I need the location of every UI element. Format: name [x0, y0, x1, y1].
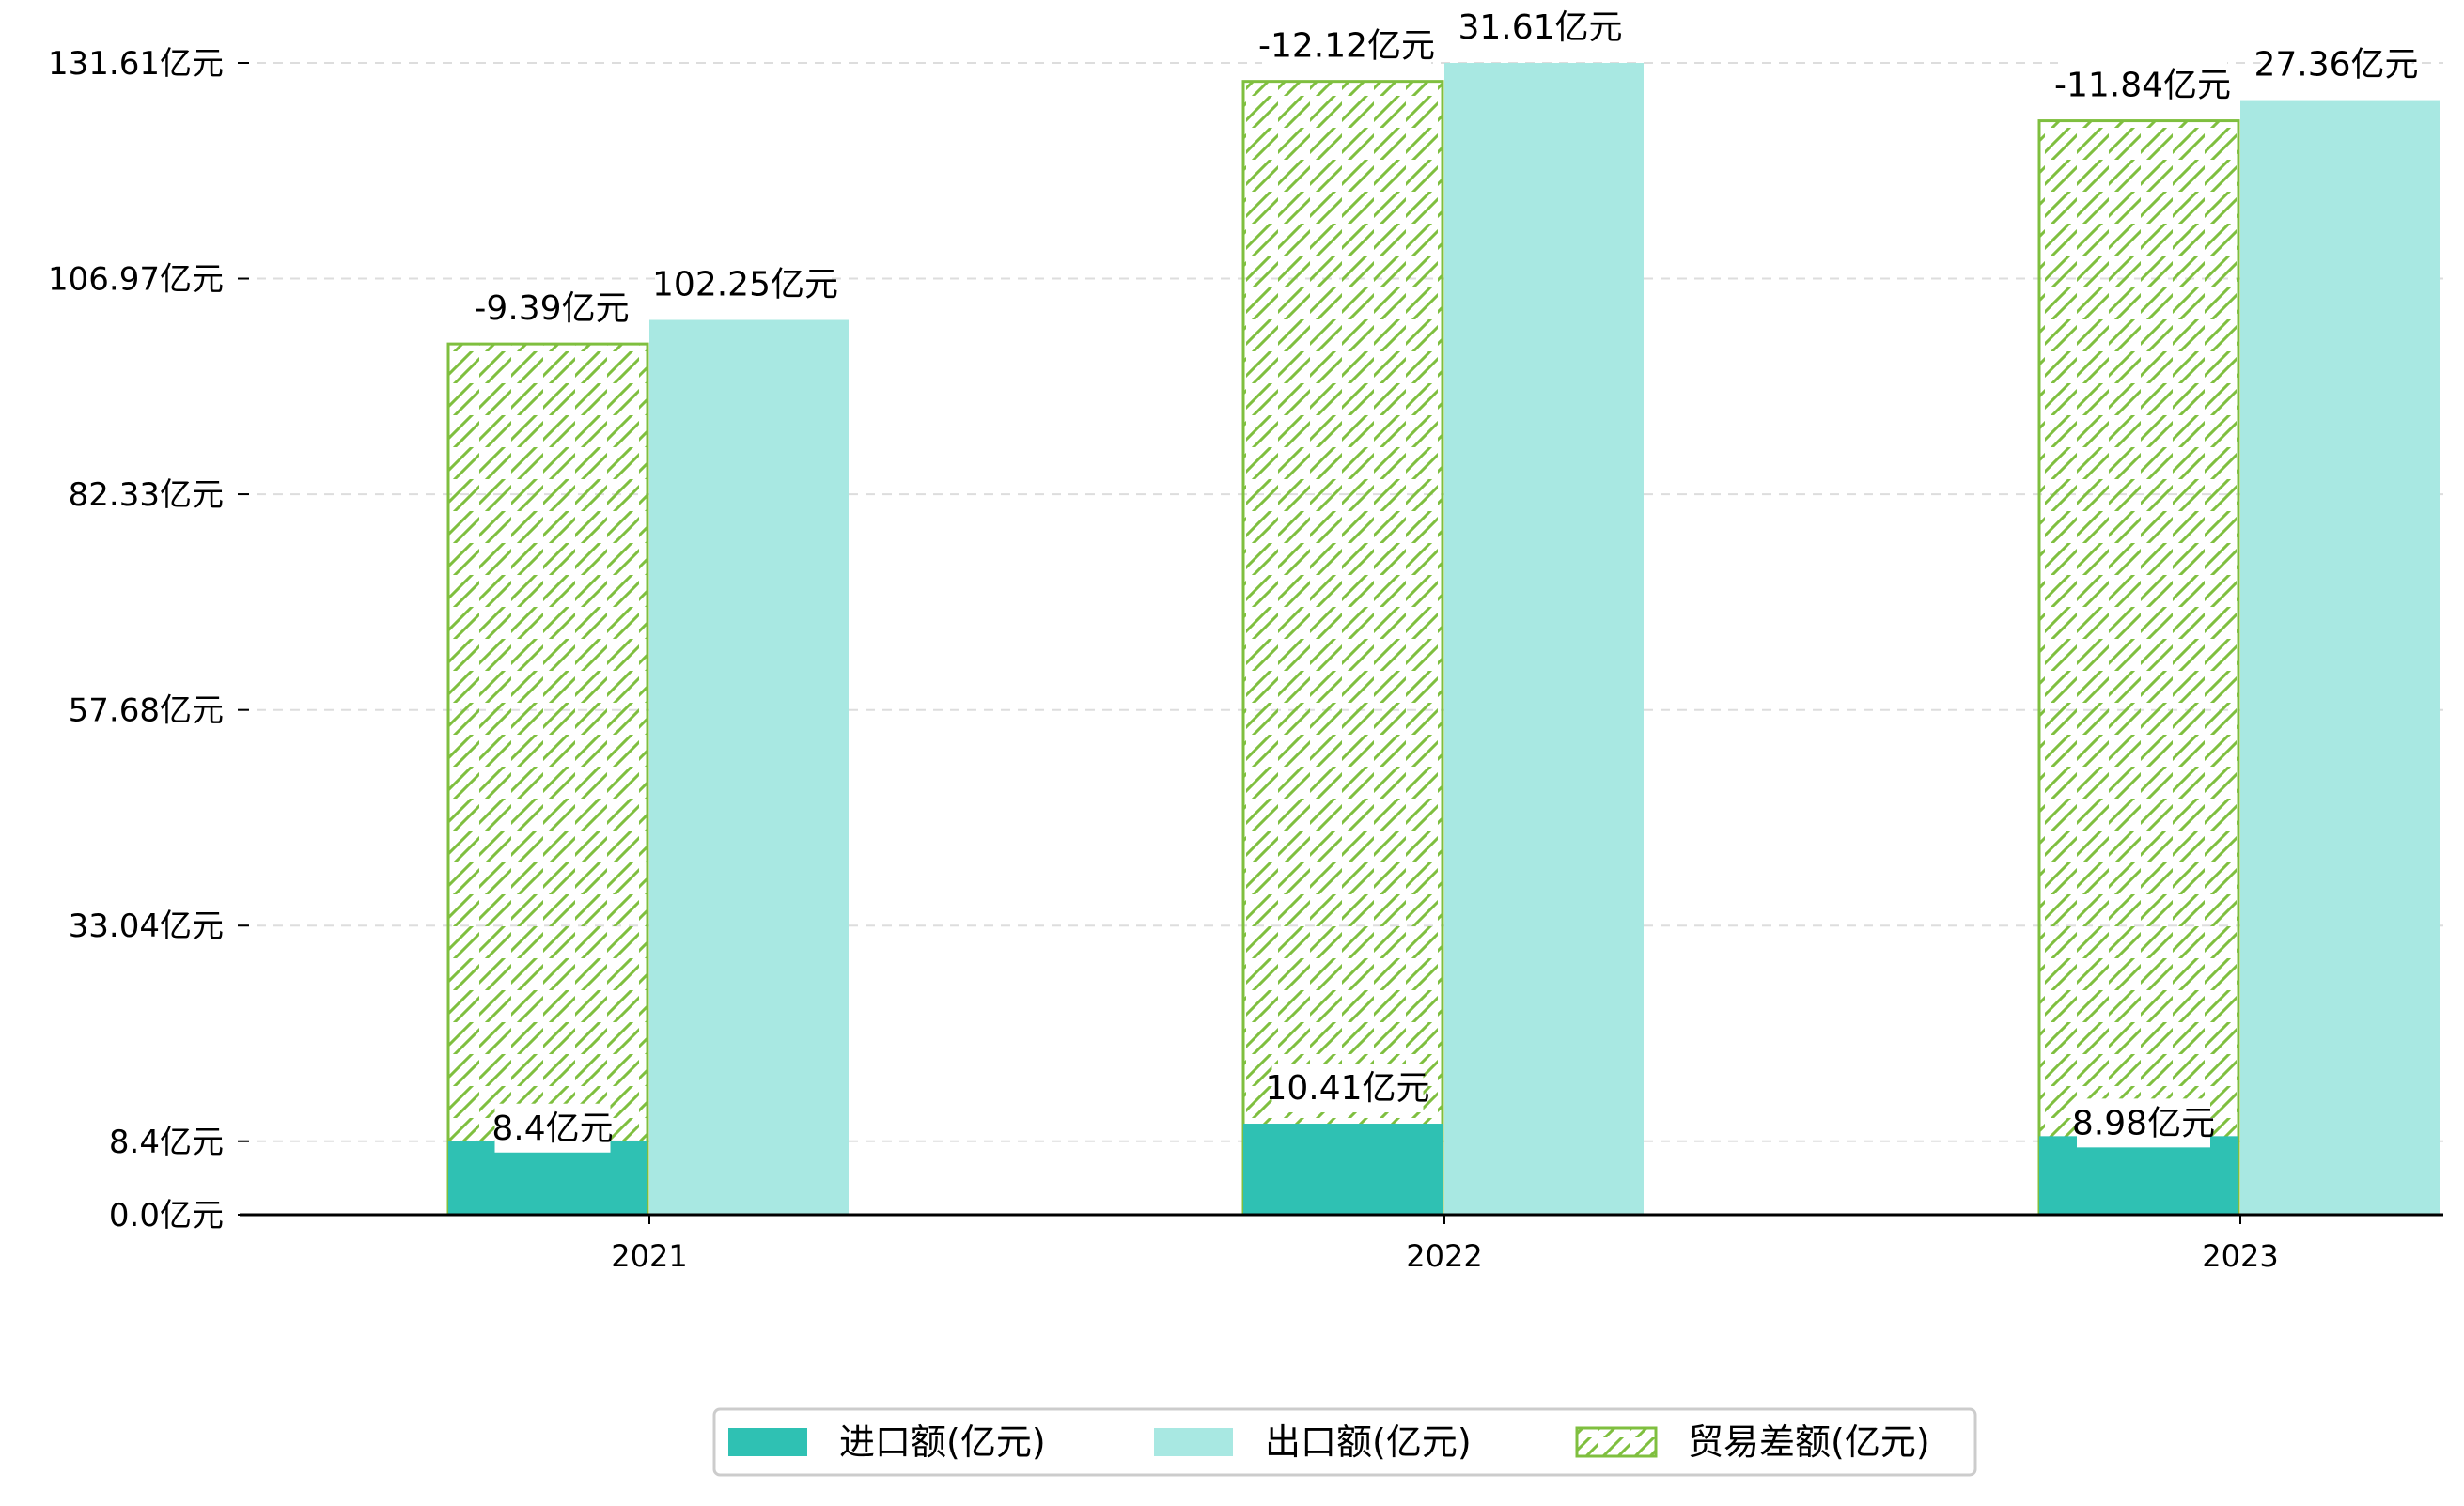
- export-value-label-bg: [661, 259, 830, 309]
- labels-layer: -9.39亿元 102.25亿元 8.4亿元 -12.12亿元 31.61亿元 10.41…: [474, 3, 2419, 1153]
- legend: 进口额(亿元) 出口额(亿元) 贸易差额(亿元): [712, 1407, 1977, 1477]
- export-value-label-bg: [1464, 3, 1616, 52]
- import-value-label-bg: [494, 1103, 611, 1153]
- y-tick-label: 57.68亿元: [69, 692, 224, 730]
- y-tick-label: 106.97亿元: [48, 261, 224, 299]
- import-value-label: 8.4亿元: [491, 1110, 613, 1148]
- bar-import-2023: [2039, 1136, 2238, 1215]
- bar-export-2021: [649, 319, 849, 1215]
- balance-value-label-bg: [476, 284, 628, 334]
- import-value-label-bg: [2077, 1098, 2210, 1148]
- x-tick-label: 2022: [1406, 1238, 1482, 1274]
- import-value-label: 8.98亿元: [2072, 1104, 2215, 1142]
- export-value-label: 31.61亿元: [1458, 8, 1622, 47]
- legend-label-import: 进口额(亿元): [839, 1421, 1046, 1463]
- y-tick-label: 0.0亿元: [109, 1197, 224, 1234]
- legend-label-export: 出口额(亿元): [1265, 1421, 1472, 1463]
- balance-value-label: -11.84亿元: [2054, 67, 2231, 105]
- y-tick-label: 33.04亿元: [69, 908, 224, 945]
- export-value-label: 27.36亿元: [2253, 46, 2418, 85]
- import-value-label: 10.41亿元: [1265, 1069, 1429, 1108]
- legend-swatch-balance: [1575, 1426, 1658, 1458]
- balance-value-label-bg: [1262, 21, 1431, 70]
- legend-box: [712, 1407, 1977, 1477]
- bar-balance-2022: [1241, 80, 1444, 1217]
- export-value-label-bg: [2260, 39, 2412, 89]
- y-tick-label: 8.4亿元: [109, 1124, 224, 1161]
- import-value-label-bg: [1271, 1064, 1424, 1113]
- bar-export-2022: [1444, 63, 1644, 1215]
- balance-value-label: -9.39亿元: [474, 289, 629, 328]
- bars-layer: [446, 63, 2440, 1217]
- bar-import-2021: [448, 1141, 647, 1215]
- balance-value-label-bg: [2058, 60, 2227, 110]
- y-tick-label: 82.33亿元: [69, 476, 224, 514]
- legend-label-balance: 贸易差额(亿元): [1688, 1421, 1930, 1463]
- x-tick-label: 2021: [611, 1238, 687, 1274]
- legend-swatch-export: [1154, 1428, 1233, 1456]
- legend-swatch-import: [728, 1428, 807, 1456]
- y-tick-label: 131.61亿元: [48, 45, 224, 83]
- bar-export-2023: [2240, 100, 2440, 1215]
- axis-layer: 0.0亿元 8.4亿元 33.04亿元 57.68亿元 82.33亿元 106.97亿元 1…: [48, 45, 2443, 1274]
- x-tick-label: 2023: [2202, 1238, 2278, 1274]
- bar-import-2022: [1243, 1124, 1443, 1215]
- bar-balance-2023: [2037, 119, 2240, 1217]
- export-value-label: 102.25亿元: [652, 266, 838, 304]
- bar-balance-2021: [446, 342, 649, 1217]
- balance-value-label: -12.12亿元: [1258, 27, 1435, 66]
